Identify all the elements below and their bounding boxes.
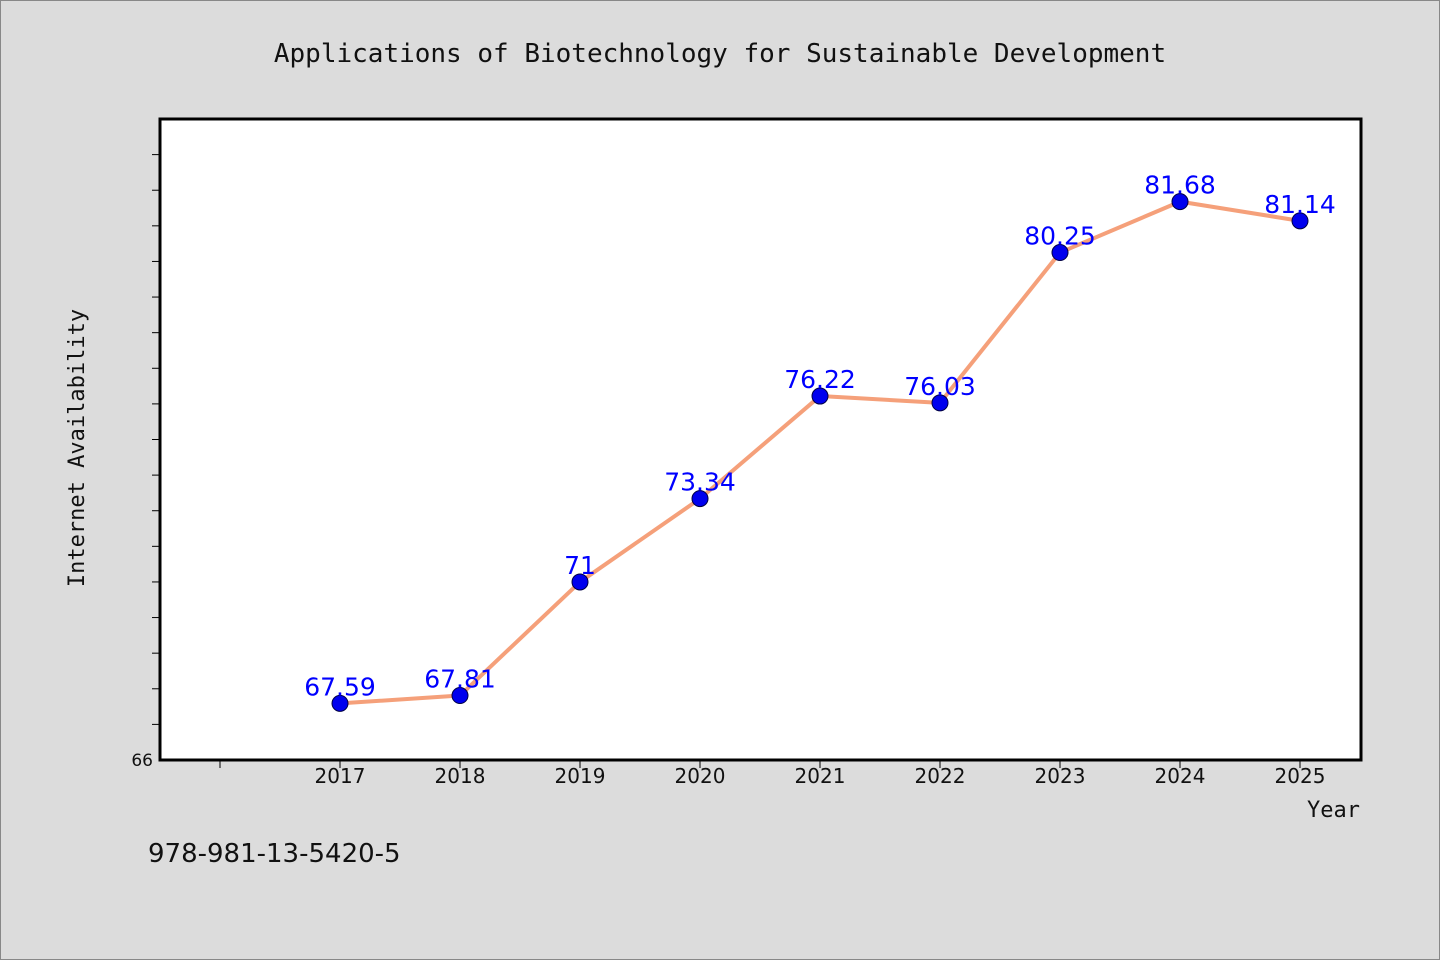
x-tick-label: 2023 [1035, 764, 1086, 788]
data-label: 80.25 [1024, 222, 1096, 251]
y-axis-title: Internet Availability [65, 309, 90, 587]
x-axis-title: Year [1307, 798, 1360, 823]
x-tick-label: 2020 [675, 764, 726, 788]
x-tick-label: 2025 [1275, 764, 1326, 788]
x-tick-label: 2017 [315, 764, 366, 788]
data-point [451, 687, 469, 705]
data-label: 67.81 [424, 665, 496, 694]
data-point [1171, 193, 1189, 211]
x-tick-label: 2019 [555, 764, 606, 788]
data-point [931, 394, 949, 412]
data-labels: 67.59 67.81 71 73.34 76.22 76.03 80.25 81.68 81.… [304, 171, 1336, 702]
data-point [1291, 212, 1309, 230]
x-tick-label: 2024 [1155, 764, 1206, 788]
data-label: 76.03 [904, 372, 976, 401]
x-tick-label: 2021 [795, 764, 846, 788]
data-label: 73.34 [664, 468, 736, 497]
data-point [1051, 244, 1069, 262]
series-markers [331, 193, 1309, 712]
data-label: 81.68 [1144, 171, 1216, 200]
isbn-text: 978-981-13-5420-5 [148, 839, 401, 869]
data-label: 76.22 [784, 365, 856, 394]
x-tick-label: 2018 [435, 764, 486, 788]
chart-title: Applications of Biotechnology for Sustai… [274, 39, 1166, 69]
data-point [331, 694, 349, 712]
data-label: 71 [564, 551, 596, 580]
x-tick-label: 2022 [915, 764, 966, 788]
plot-area [158, 117, 1363, 762]
y-axis-min-label: 66 [131, 751, 153, 771]
y-axis-ticks [152, 154, 160, 725]
data-label: 81.14 [1264, 190, 1336, 219]
data-point [811, 387, 829, 405]
data-point [571, 573, 589, 591]
data-point [691, 490, 709, 508]
x-axis-ticks: 2017 2018 2019 2020 2021 2022 2023 2024 2025 [219, 760, 1326, 788]
data-label: 67.59 [304, 672, 376, 701]
